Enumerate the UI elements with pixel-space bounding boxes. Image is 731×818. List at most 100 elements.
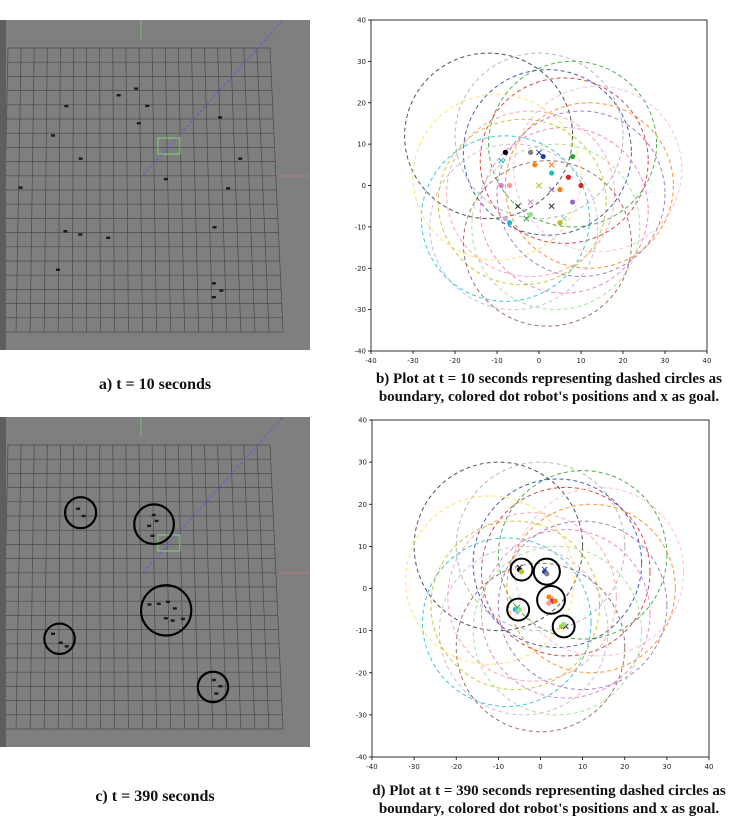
x-tick-label: 30 [662, 763, 671, 771]
y-tick-label: 20 [357, 99, 366, 107]
plot-area [405, 53, 682, 326]
robot-marker [79, 157, 83, 159]
y-tick-label: 30 [357, 58, 366, 66]
robot-dot [519, 569, 524, 574]
robot-dot [532, 162, 537, 167]
robot-marker [63, 230, 67, 232]
diagonal-line [143, 417, 283, 572]
robot-marker [145, 105, 149, 107]
caption-b: b) Plot at t = 10 seconds representing d… [368, 370, 730, 406]
robot-marker [212, 679, 216, 681]
caption-b-line1: b) Plot at t = 10 seconds representing d… [368, 370, 730, 388]
boundary-circle [507, 504, 676, 673]
boundary-circle [423, 538, 592, 707]
robot-dot [561, 622, 566, 627]
x-tick-label: -10 [493, 763, 504, 771]
robot-marker [59, 642, 63, 644]
boundary-circle [497, 111, 665, 277]
y-tick-label: -10 [356, 627, 367, 635]
robot-marker [147, 603, 151, 605]
caption-d-line1: d) Plot at t = 390 seconds representing … [368, 782, 730, 800]
boundary-circle [472, 144, 640, 310]
robot-dot [507, 220, 512, 225]
grid [2, 48, 283, 332]
x-tick-label: -30 [408, 763, 419, 771]
caption-a: a) t = 10 seconds [40, 376, 270, 394]
y-tick-label: 0 [363, 585, 367, 593]
x-tick-label: 20 [619, 357, 628, 365]
left-shadow [0, 417, 6, 747]
robot-marker [218, 116, 222, 118]
robot-marker [181, 618, 185, 620]
robot-marker [218, 685, 222, 687]
grid [2, 445, 283, 729]
goal-marker [562, 216, 567, 221]
robot-dot [541, 154, 546, 159]
robot-marker [212, 296, 216, 298]
x-tick-label: 20 [620, 763, 629, 771]
y-tick-label: 30 [358, 459, 367, 467]
y-tick-label: -20 [355, 265, 366, 273]
robot-marker [213, 226, 217, 228]
x-tick-label: -20 [451, 763, 462, 771]
boundary-circle [482, 487, 651, 656]
robot-marker [56, 269, 60, 271]
goal-marker [499, 158, 504, 163]
goal-marker [536, 183, 541, 188]
simulation-scene-c [0, 417, 310, 747]
x-tick-label: -40 [365, 357, 376, 365]
caption-b-line2: boundary, colored dot robot's positions … [368, 388, 730, 406]
x-tick-label: 0 [538, 763, 542, 771]
y-tick-label: 0 [362, 182, 366, 190]
goal-marker [515, 204, 520, 209]
robot-dot [499, 183, 504, 188]
robot-dot [570, 199, 575, 204]
robot-dot [549, 170, 554, 175]
robot-marker [212, 282, 216, 284]
goal-marker [524, 216, 529, 221]
robot-dot [528, 212, 533, 217]
x-tick-label: -40 [366, 763, 377, 771]
y-tick-label: -10 [355, 223, 366, 231]
robot-marker [134, 87, 138, 89]
goal-marker [549, 187, 554, 192]
y-tick-label: -40 [356, 754, 367, 762]
caption-c: c) t = 390 seconds [40, 788, 270, 806]
robot-dot [566, 175, 571, 180]
robot-marker [157, 603, 161, 605]
robot-marker [238, 157, 242, 159]
simulation-view-a [0, 20, 310, 350]
y-tick-label: -40 [355, 348, 366, 356]
diagonal-line [143, 20, 283, 175]
goal-marker [528, 199, 533, 204]
y-tick-label: 10 [358, 543, 367, 551]
robot-marker [164, 178, 168, 180]
robot-marker [219, 289, 223, 291]
goal-marker [536, 150, 541, 155]
left-shadow [0, 20, 6, 350]
robot-dot [544, 571, 549, 576]
robot-dot [578, 183, 583, 188]
robot-marker [226, 187, 230, 189]
robot-dot [503, 216, 508, 221]
robot-marker [166, 601, 170, 603]
robot-dot [546, 594, 551, 599]
robot-marker [171, 619, 175, 621]
plot-area [406, 462, 684, 732]
caption-d-line2: boundary, colored dot robot's positions … [368, 800, 730, 818]
x-tick-label: -30 [407, 357, 418, 365]
robot-dot [570, 154, 575, 159]
goal-marker [549, 162, 554, 167]
robot-marker [64, 105, 68, 107]
robot-marker [51, 633, 55, 635]
cluster-circle [141, 585, 191, 635]
x-tick-label: 0 [537, 357, 541, 365]
highlight-box [158, 138, 180, 154]
robot-dot [503, 150, 508, 155]
y-tick-label: -20 [356, 669, 367, 677]
y-tick-label: 40 [357, 17, 366, 25]
robot-marker [173, 607, 177, 609]
goal-marker [549, 204, 554, 209]
cluster-circle [198, 672, 228, 702]
boundary-circle [463, 161, 631, 326]
